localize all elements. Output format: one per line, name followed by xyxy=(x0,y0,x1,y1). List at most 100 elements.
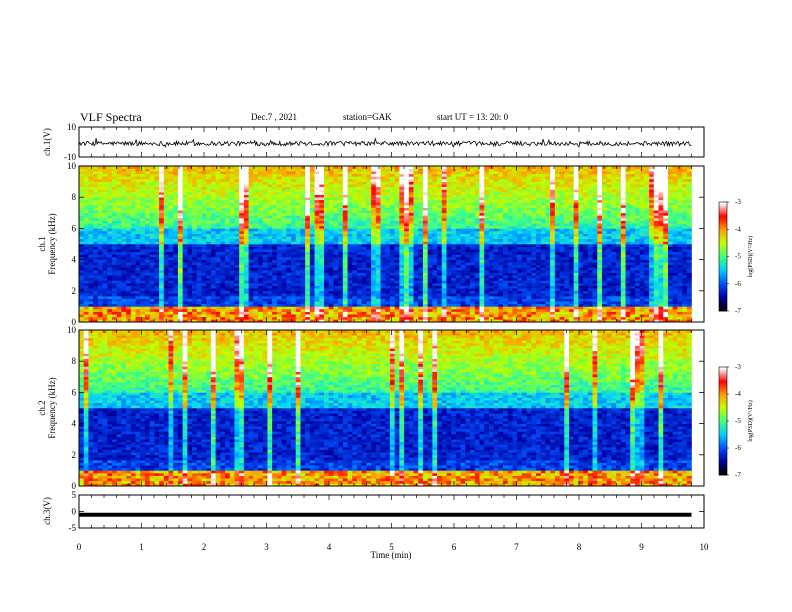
spectrogram-cell xyxy=(394,251,400,255)
spectrogram-cell xyxy=(107,192,113,195)
spectrogram-cell xyxy=(140,238,146,242)
spectrogram-cell xyxy=(314,311,320,315)
spectrogram-cell xyxy=(333,192,339,195)
spectrogram-cell xyxy=(328,218,334,221)
spectrogram-cell xyxy=(295,277,301,281)
spectrogram-cell xyxy=(130,184,136,188)
spectrogram-cell xyxy=(182,181,188,185)
spectrogram-cell xyxy=(121,309,127,312)
spectrogram-cell xyxy=(126,202,132,206)
spectrogram-cell xyxy=(446,199,452,203)
spectrogram-cell xyxy=(305,246,311,250)
spectrogram-cell xyxy=(262,192,268,195)
spectrogram-cell xyxy=(220,288,226,292)
spectrogram-cell xyxy=(356,238,362,242)
spectrogram-cell xyxy=(361,192,367,195)
spectrogram-cell xyxy=(338,270,344,273)
spectrogram-cell xyxy=(258,225,264,229)
spectrogram-cell xyxy=(300,238,306,242)
spectrogram-cell xyxy=(394,264,400,268)
spectrogram-cell xyxy=(286,192,292,195)
spectrogram-cell xyxy=(291,303,297,307)
spectrogram-cell xyxy=(389,270,395,273)
spectrogram-cell xyxy=(239,275,245,279)
spectrogram-cell xyxy=(291,298,297,302)
spectrogram-cell xyxy=(116,296,122,299)
spectrogram-cell xyxy=(111,288,117,292)
spectrogram-cell xyxy=(451,264,457,268)
spectrogram-cell xyxy=(248,309,254,312)
spectrogram-cell xyxy=(366,244,372,247)
spectrogram-cell xyxy=(333,220,339,224)
spectrogram-cell xyxy=(300,275,306,279)
spectrogram-cell xyxy=(173,220,179,224)
spectrogram-cell xyxy=(338,316,344,320)
spectrogram-cell xyxy=(437,228,443,232)
spectrogram-cell xyxy=(149,316,155,320)
spectrogram-cell xyxy=(135,207,141,211)
spectrogram-cell xyxy=(319,184,325,188)
spectrogram-cell xyxy=(347,189,353,193)
spectrogram-cell xyxy=(262,246,268,250)
spectrogram-cell xyxy=(380,283,386,286)
spectrogram-cell xyxy=(229,166,235,169)
spectrogram-cell xyxy=(291,171,297,175)
spectrogram-cell xyxy=(333,215,339,219)
spectrogram-cell xyxy=(225,238,231,242)
spectrogram-cell xyxy=(168,228,174,232)
spectrogram-cell xyxy=(300,285,306,289)
spectrogram-cell xyxy=(220,298,226,302)
spectrogram-cell xyxy=(432,189,438,193)
spectrogram-cell xyxy=(451,171,457,175)
spectrogram-cell xyxy=(460,290,466,294)
spectrogram-cell xyxy=(121,189,127,193)
spectrogram-cell xyxy=(460,285,466,289)
spectrogram-cell xyxy=(163,241,169,245)
spectrogram-cell xyxy=(324,192,330,195)
spectrogram-cell xyxy=(177,257,183,260)
spectrogram-cell xyxy=(201,288,207,292)
spectrogram-cell xyxy=(272,316,278,320)
spectrogram-cell xyxy=(342,181,348,185)
spectrogram-cell xyxy=(215,218,221,221)
spectrogram-cell xyxy=(182,296,188,299)
spectrogram-cell xyxy=(201,199,207,203)
spectrogram-cell xyxy=(309,228,315,232)
spectrogram-cell xyxy=(408,270,414,273)
spectrogram-cell xyxy=(182,251,188,255)
spectrogram-cell xyxy=(366,231,372,234)
spectrogram-cell xyxy=(116,184,122,188)
spectrogram-cell xyxy=(371,192,377,195)
spectrogram-cell xyxy=(225,254,231,258)
spectrogram-cell xyxy=(366,296,372,299)
spectrogram-cell xyxy=(192,270,198,273)
spectrogram-cell xyxy=(408,257,414,260)
spectrogram-cell xyxy=(446,303,452,307)
spectrogram-cell xyxy=(422,244,428,247)
spectrogram-cell xyxy=(338,259,344,263)
spectrogram-cell xyxy=(446,238,452,242)
spectrogram-cell xyxy=(248,225,254,229)
spectrogram-cell xyxy=(173,210,179,214)
spectrogram-cell xyxy=(295,194,301,198)
spectrogram-cell xyxy=(187,288,193,292)
spectrogram-cell xyxy=(173,181,179,185)
spectrogram-cell xyxy=(437,241,443,245)
spectrogram-cell xyxy=(446,231,452,234)
spectrogram-cell xyxy=(225,171,231,175)
spectrogram-cell xyxy=(356,277,362,281)
spectrogram-cell xyxy=(418,233,424,237)
spectrogram-cell xyxy=(371,176,377,180)
spectrogram-cell xyxy=(385,314,391,318)
spectrogram-cell xyxy=(140,179,146,182)
spectrogram-cell xyxy=(93,215,99,219)
spectrogram-cell xyxy=(88,306,94,310)
spectrogram-cell xyxy=(93,207,99,211)
spectrogram-cell xyxy=(451,199,457,203)
spectrogram-cell xyxy=(394,277,400,281)
spectrogram-cell xyxy=(437,306,443,310)
spectrogram-cell xyxy=(352,166,358,169)
spectrogram-cell xyxy=(159,220,165,224)
spectrogram-cell xyxy=(196,189,202,193)
spectrogram-cell xyxy=(404,270,410,273)
